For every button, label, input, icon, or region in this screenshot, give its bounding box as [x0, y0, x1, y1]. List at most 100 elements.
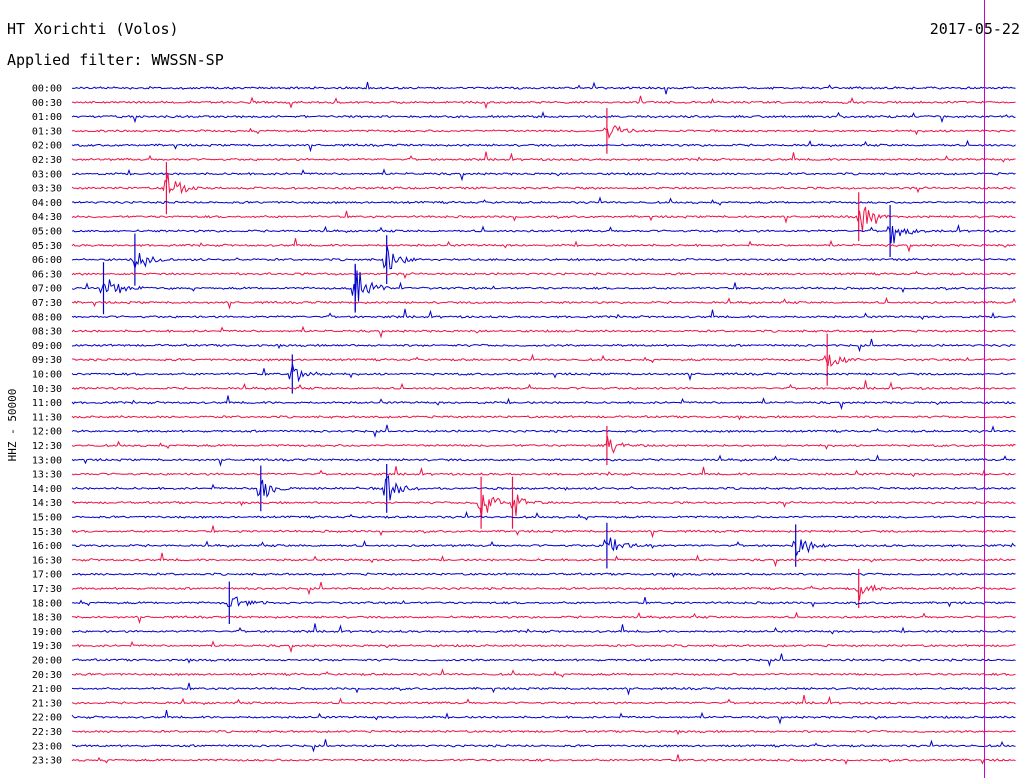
- row-tick-label: 22:30: [32, 727, 62, 738]
- trace-row-1900: [71, 623, 1016, 635]
- row-tick-label: 22:00: [32, 713, 62, 724]
- row-tick-label: 08:30: [32, 327, 62, 338]
- trace-row-0230: [71, 151, 1016, 163]
- trace-row-1100: [71, 395, 1016, 411]
- trace-row-0900: [71, 338, 1016, 353]
- trace-row-0330: [71, 172, 1016, 195]
- trace-row-0700: [71, 270, 1016, 302]
- row-tick-label: 23:30: [32, 756, 62, 767]
- row-tick-label: 07:00: [32, 284, 62, 295]
- trace-row-0400: [71, 196, 1016, 206]
- row-tick-label: 11:00: [32, 398, 62, 409]
- trace-row-0030: [71, 95, 1016, 110]
- trace-row-1330: [71, 466, 1016, 478]
- trace-row-2030: [72, 668, 1016, 678]
- station-title: HT Xorichti (Volos): [7, 20, 179, 38]
- trace-row-1200: [71, 424, 1016, 439]
- trace-row-1800: [71, 596, 1016, 608]
- row-tick-label: 15:30: [32, 527, 62, 538]
- row-tick-label: 13:30: [32, 470, 62, 481]
- trace-row-0630: [71, 270, 1016, 280]
- row-tick-label: 11:30: [32, 412, 62, 423]
- trace-row-1530: [71, 525, 1016, 539]
- row-tick-label: 21:30: [32, 698, 62, 709]
- date-label: 2017-05-22: [929, 20, 1020, 38]
- row-tick-label: 13:00: [32, 455, 62, 466]
- trace-row-1600: [71, 537, 1016, 556]
- row-tick-label: 00:30: [32, 98, 62, 109]
- row-tick-label: 16:30: [32, 555, 62, 566]
- trace-row-2230: [71, 729, 1016, 736]
- trace-row-1000: [71, 363, 1016, 383]
- trace-row-0100: [71, 110, 1016, 124]
- row-tick-label: 10:00: [32, 370, 62, 381]
- row-tick-label: 19:30: [32, 641, 62, 652]
- trace-row-1130: [71, 415, 1016, 421]
- row-tick-label: 05:00: [32, 227, 62, 238]
- row-tick-label: 20:30: [32, 670, 62, 681]
- row-tick-label: 17:00: [32, 570, 62, 581]
- trace-row-0200: [71, 139, 1016, 153]
- row-tick-label: 09:30: [32, 355, 62, 366]
- trace-group: [71, 81, 1016, 766]
- filter-label: Applied filter: WWSSN-SP: [7, 51, 224, 69]
- trace-row-0430: [71, 206, 1016, 232]
- trace-row-0800: [71, 308, 1016, 320]
- row-tick-label: 23:00: [32, 741, 62, 752]
- trace-row-1700: [72, 572, 1016, 578]
- trace-row-2000: [71, 653, 1016, 667]
- row-tick-label: 02:00: [32, 141, 62, 152]
- row-tick-label: 15:00: [32, 513, 62, 524]
- row-tick-label: 07:30: [32, 298, 62, 309]
- row-tick-label: 02:30: [32, 155, 62, 166]
- trace-row-1430: [71, 494, 1016, 519]
- y-axis-label: HHZ - 50000: [6, 389, 19, 462]
- trace-row-2100: [71, 682, 1016, 696]
- trace-row-1300: [71, 454, 1016, 467]
- row-tick-label: 06:00: [32, 255, 62, 266]
- row-tick-label: 00:00: [32, 84, 62, 95]
- row-tick-label: 05:30: [32, 241, 62, 252]
- trace-row-2200: [71, 709, 1016, 725]
- row-tick-label: 18:00: [32, 598, 62, 609]
- row-tick-label: 10:30: [32, 384, 62, 395]
- trace-row-0830: [71, 325, 1016, 339]
- row-tick-label: 19:00: [32, 627, 62, 638]
- tick-label-group: 00:00 00:30 01:00 01:30 02:00 02:30 03:00 03:30…: [32, 84, 62, 767]
- row-tick-label: 01:00: [32, 112, 62, 123]
- row-tick-label: 17:30: [32, 584, 62, 595]
- row-tick-label: 14:00: [32, 484, 62, 495]
- trace-row-0600: [71, 245, 1016, 270]
- trace-row-2130: [71, 694, 1016, 706]
- trace-row-0130: [71, 125, 1016, 140]
- trace-row-0730: [71, 296, 1016, 310]
- row-tick-label: 14:30: [32, 498, 62, 509]
- row-tick-label: 12:00: [32, 427, 62, 438]
- trace-row-1830: [71, 611, 1016, 625]
- trace-row-0530: [71, 238, 1016, 253]
- row-tick-label: 21:00: [32, 684, 62, 695]
- row-tick-label: 16:00: [32, 541, 62, 552]
- row-tick-label: 20:00: [32, 656, 62, 667]
- row-tick-label: 03:30: [32, 184, 62, 195]
- row-tick-label: 08:00: [32, 312, 62, 323]
- row-tick-label: 09:00: [32, 341, 62, 352]
- trace-row-0500: [71, 223, 1016, 244]
- row-tick-label: 12:30: [32, 441, 62, 452]
- trace-row-1500: [71, 510, 1016, 521]
- trace-row-1630: [71, 552, 1016, 568]
- trace-row-1030: [71, 380, 1016, 391]
- row-tick-label: 18:30: [32, 613, 62, 624]
- trace-row-0300: [71, 168, 1016, 182]
- trace-row-1730: [71, 581, 1016, 601]
- trace-row-2330: [71, 754, 1016, 766]
- trace-row-0930: [72, 353, 1016, 368]
- trace-row-1930: [71, 640, 1016, 654]
- row-tick-label: 04:30: [32, 212, 62, 223]
- trace-row-2300: [71, 739, 1016, 753]
- row-tick-label: 06:30: [32, 269, 62, 280]
- trace-row-0000: [71, 81, 1016, 95]
- row-tick-label: 01:30: [32, 126, 62, 137]
- trace-row-1400: [71, 475, 1016, 501]
